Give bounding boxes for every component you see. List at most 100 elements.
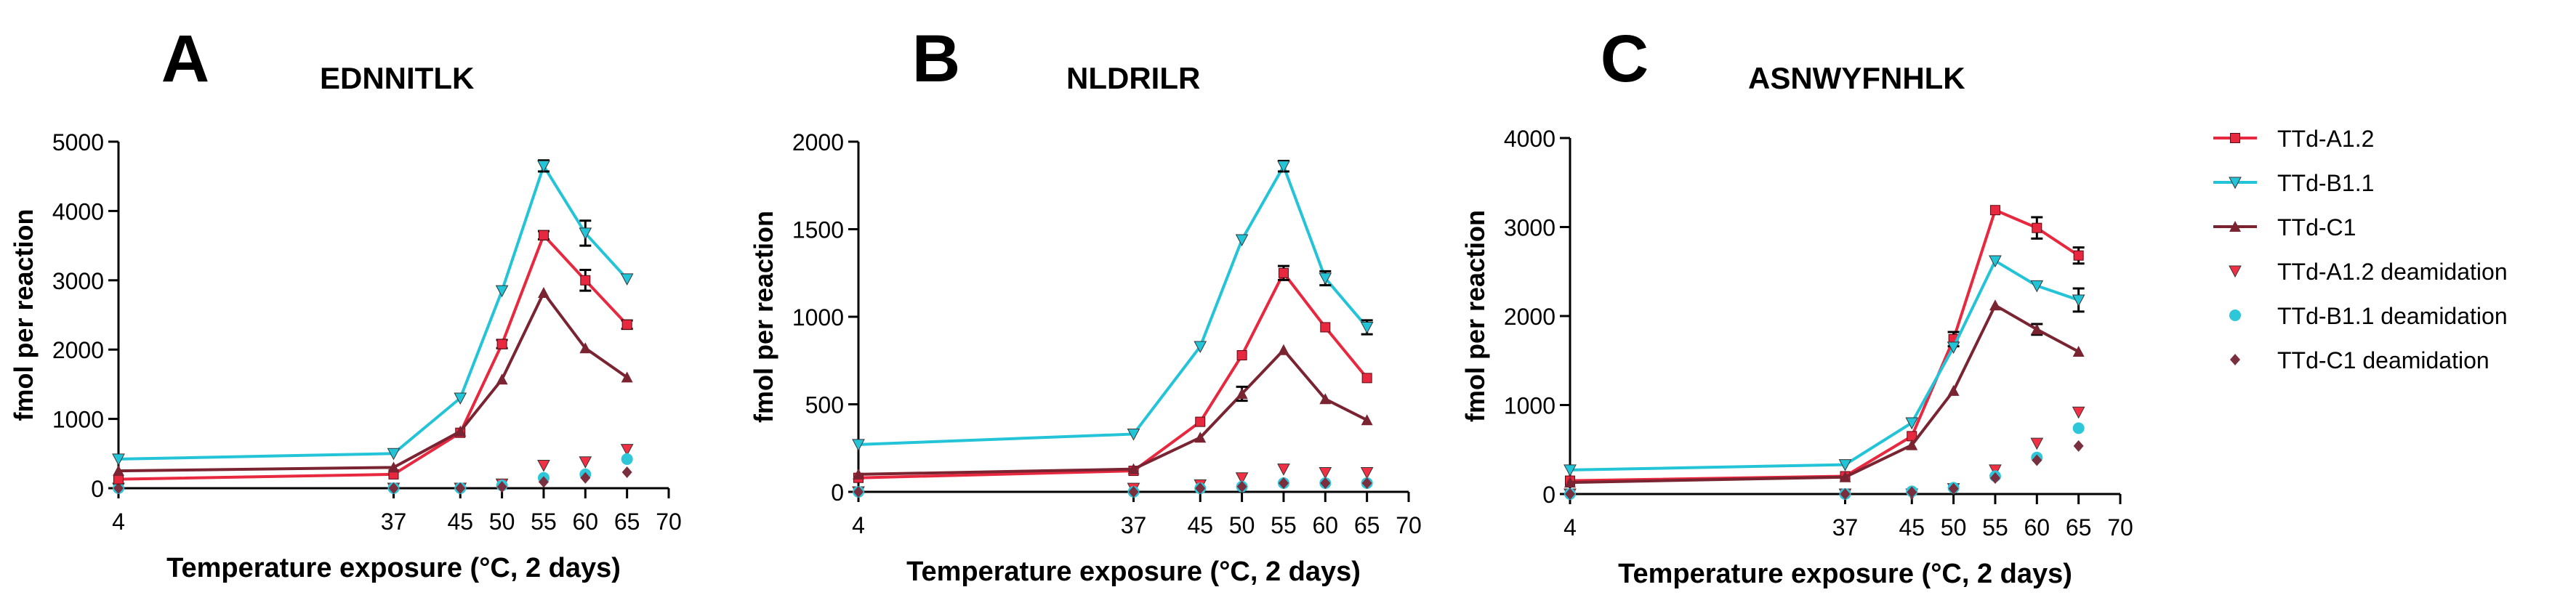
data-point — [1948, 482, 1959, 495]
series-ttd-c1-deamidation — [113, 466, 632, 494]
data-point — [1360, 321, 1374, 334]
legend-swatch-marker — [2230, 354, 2240, 365]
y-tick-label: 0 — [1542, 482, 1555, 508]
chart-title: EDNNITLK — [320, 61, 474, 95]
data-point — [113, 482, 124, 494]
data-point — [1127, 428, 1140, 441]
y-tick-label: 3000 — [1504, 215, 1555, 241]
data-point — [620, 273, 634, 286]
data-point — [1320, 477, 1331, 489]
data-point — [579, 227, 592, 240]
legend-swatch-marker — [2230, 133, 2240, 143]
panel-label: A — [161, 22, 209, 96]
x-tick-label: 50 — [1941, 514, 1967, 541]
data-point — [2072, 346, 2085, 357]
data-point — [537, 160, 550, 173]
x-tick-label: 50 — [489, 509, 515, 535]
y-tick-label: 1000 — [52, 407, 104, 433]
data-point — [1838, 459, 1852, 472]
series-ttd-b1-1 — [1563, 255, 2085, 477]
x-tick-label: 45 — [1899, 514, 1925, 541]
series-ttd-a1-2-deamidation — [1563, 406, 2085, 501]
data-point — [388, 482, 399, 494]
legend-swatch-marker — [2229, 309, 2241, 321]
x-tick-label: 60 — [573, 509, 599, 535]
chart-panel-b: B NLDRILR 0 500 1000 1500 2000 4 37 45 50 55 60 65 70 T… — [749, 22, 1422, 587]
series-line — [118, 290, 628, 473]
x-tick-label: 4 — [852, 512, 865, 538]
y-tick-label: 2000 — [792, 129, 844, 155]
data-point — [621, 319, 632, 330]
data-point — [853, 486, 864, 498]
series-line — [118, 162, 629, 461]
chart-panel-c: C ASNWYFNHLK 0 1000 2000 3000 4000 4 37 45 50 55 60 6… — [1460, 22, 2133, 589]
data-point — [1278, 267, 1289, 278]
data-point — [1905, 417, 1919, 430]
x-tick-label: 4 — [112, 509, 125, 535]
data-point — [1319, 466, 1332, 479]
legend-item: TTd-C1 — [2213, 214, 2356, 240]
data-point — [454, 425, 467, 437]
data-point — [2072, 294, 2085, 307]
data-point — [2032, 454, 2042, 466]
x-axis-label: Temperature exposure (°C, 2 days) — [1618, 559, 2072, 589]
data-point — [1989, 255, 2002, 268]
y-tick-label: 3000 — [52, 268, 104, 294]
data-point — [496, 339, 507, 349]
data-point — [1563, 464, 1577, 477]
data-point — [1989, 464, 2002, 477]
data-point — [2032, 222, 2042, 233]
series-line — [1569, 303, 2080, 485]
data-point — [1194, 432, 1207, 443]
series-line — [858, 270, 1369, 479]
panel-label: C — [1601, 22, 1649, 96]
data-point — [2073, 250, 2084, 261]
x-tick-label: 65 — [2066, 514, 2092, 541]
legend: TTd-A1.2 TTd-B1.1 TTd-C1 TTd-A1.2 deamidati… — [2213, 126, 2508, 373]
data-point — [1361, 477, 1372, 489]
data-point — [1235, 234, 1249, 247]
legend-swatch-marker — [2229, 221, 2241, 232]
data-point — [1360, 466, 1374, 479]
data-point — [2073, 440, 2084, 452]
data-point — [1235, 472, 1249, 485]
legend-item: TTd-A1.2 deamidation — [2229, 259, 2508, 285]
y-axis-label: fmol per reaction — [9, 209, 39, 421]
data-point — [1361, 373, 1372, 384]
data-point — [580, 472, 591, 484]
data-point — [1236, 350, 1247, 361]
data-point — [1989, 299, 2001, 311]
series-line — [1569, 208, 2080, 482]
data-point — [1319, 272, 1332, 286]
y-tick-label: 4000 — [1504, 126, 1555, 152]
data-point — [1319, 393, 1332, 405]
y-tick-label: 1000 — [792, 304, 844, 331]
x-axis-label: Temperature exposure (°C, 2 days) — [906, 557, 1361, 587]
data-point — [496, 373, 508, 385]
y-axis-label: fmol per reaction — [1460, 210, 1490, 422]
chart-title: NLDRILR — [1066, 61, 1200, 95]
data-point — [537, 460, 550, 472]
x-tick-label: 37 — [381, 509, 407, 535]
data-point — [2031, 323, 2043, 335]
data-point — [1127, 463, 1140, 474]
x-tick-label: 4 — [1563, 514, 1577, 541]
data-point — [495, 285, 509, 298]
series-ttd-b1-1-deamidation — [853, 477, 1373, 498]
data-point — [1320, 322, 1331, 333]
series-ttd-c1 — [853, 344, 1373, 479]
x-tick-label: 70 — [2107, 514, 2133, 541]
data-point — [579, 456, 592, 469]
y-tick-label: 2000 — [52, 337, 104, 363]
data-point — [537, 286, 550, 298]
data-point — [1906, 439, 1918, 450]
x-tick-label: 45 — [447, 509, 473, 535]
data-point — [621, 453, 633, 465]
y-tick-label: 500 — [805, 392, 844, 418]
series-ttd-a1-2 — [1565, 205, 2085, 486]
data-point — [2030, 280, 2044, 293]
series-ttd-a1-2 — [113, 230, 633, 485]
x-tick-label: 50 — [1229, 512, 1255, 538]
